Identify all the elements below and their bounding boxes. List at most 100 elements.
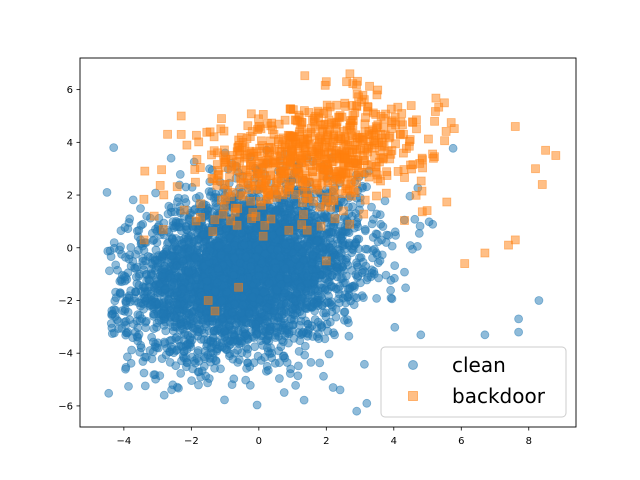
backdoor-point bbox=[192, 154, 202, 164]
backdoor-point bbox=[387, 116, 397, 126]
backdoor-point bbox=[340, 98, 350, 108]
clean-point bbox=[416, 330, 426, 340]
backdoor-point bbox=[347, 175, 357, 185]
clean-point bbox=[196, 372, 206, 382]
backdoor-point bbox=[319, 120, 329, 129]
clean-point bbox=[327, 281, 336, 291]
backdoor-point bbox=[149, 211, 159, 221]
backdoor-point bbox=[321, 256, 331, 266]
clean-point bbox=[344, 331, 354, 341]
clean-point bbox=[176, 368, 186, 378]
backdoor-point bbox=[236, 190, 246, 200]
backdoor-point bbox=[378, 154, 388, 164]
clean-point bbox=[210, 363, 220, 373]
backdoor-point bbox=[316, 221, 326, 231]
clean-point bbox=[310, 272, 320, 282]
clean-point bbox=[330, 330, 340, 340]
clean-point bbox=[124, 381, 133, 391]
clean-point bbox=[336, 233, 346, 243]
backdoor-point bbox=[357, 168, 367, 177]
clean-point bbox=[181, 293, 191, 303]
backdoor-point bbox=[336, 134, 346, 144]
backdoor-point bbox=[210, 215, 220, 225]
backdoor-point bbox=[266, 143, 276, 153]
clean-point bbox=[235, 258, 245, 268]
clean-point bbox=[126, 358, 136, 368]
backdoor-point bbox=[416, 176, 426, 186]
clean-point bbox=[212, 326, 222, 336]
clean-point bbox=[208, 337, 218, 347]
clean-point bbox=[280, 288, 290, 298]
backdoor-point bbox=[283, 135, 293, 145]
x-tick-label: 2 bbox=[323, 436, 329, 447]
clean-point bbox=[319, 371, 328, 381]
backdoor-point bbox=[313, 151, 323, 161]
clean-point bbox=[313, 301, 323, 311]
clean-point bbox=[172, 300, 182, 310]
clean-point bbox=[204, 374, 214, 383]
backdoor-point bbox=[342, 154, 352, 164]
backdoor-point bbox=[359, 209, 369, 219]
backdoor-point bbox=[232, 220, 242, 230]
backdoor-point bbox=[291, 190, 301, 199]
clean-point bbox=[264, 326, 274, 336]
x-tick-label: 0 bbox=[256, 436, 262, 447]
clean-point bbox=[285, 369, 295, 378]
clean-point bbox=[145, 346, 155, 355]
clean-point bbox=[371, 229, 381, 239]
clean-point bbox=[290, 272, 299, 282]
backdoor-point bbox=[272, 192, 281, 202]
backdoor-point bbox=[246, 109, 256, 119]
backdoor-point bbox=[341, 186, 351, 196]
clean-point bbox=[136, 204, 145, 213]
backdoor-point bbox=[430, 116, 440, 126]
clean-point bbox=[125, 315, 135, 325]
clean-point bbox=[149, 235, 159, 245]
clean-point bbox=[349, 241, 359, 251]
clean-point bbox=[160, 284, 170, 294]
backdoor-point bbox=[284, 168, 294, 178]
backdoor-point bbox=[252, 151, 262, 161]
clean-point bbox=[289, 333, 299, 343]
clean-point bbox=[327, 245, 337, 255]
backdoor-point bbox=[306, 127, 316, 137]
backdoor-point bbox=[266, 214, 276, 224]
clean-point bbox=[480, 330, 490, 340]
clean-point bbox=[514, 327, 523, 337]
backdoor-point bbox=[247, 127, 257, 136]
clean-point bbox=[227, 308, 237, 318]
clean-point bbox=[142, 211, 152, 221]
legend-clean-label: clean bbox=[452, 353, 506, 377]
y-tick-label: 2 bbox=[67, 191, 73, 202]
clean-point bbox=[401, 283, 411, 293]
clean-point bbox=[293, 242, 302, 251]
backdoor-point bbox=[157, 165, 167, 175]
clean-point bbox=[308, 332, 318, 341]
clean-point bbox=[280, 325, 290, 335]
backdoor-point bbox=[400, 216, 409, 225]
clean-point bbox=[270, 306, 280, 316]
clean-point bbox=[275, 227, 285, 237]
clean-point bbox=[230, 348, 239, 358]
backdoor-point bbox=[179, 205, 189, 215]
clean-point bbox=[312, 236, 322, 246]
clean-point bbox=[182, 357, 192, 367]
backdoor-point bbox=[460, 259, 470, 269]
backdoor-point bbox=[537, 180, 547, 189]
clean-point bbox=[136, 343, 146, 353]
backdoor-point bbox=[422, 206, 432, 216]
clean-point bbox=[196, 290, 206, 300]
backdoor-point bbox=[262, 119, 272, 128]
backdoor-point bbox=[350, 141, 360, 150]
backdoor-point bbox=[176, 129, 186, 139]
clean-point bbox=[124, 218, 134, 227]
clean-point bbox=[310, 211, 320, 220]
clean-point bbox=[184, 235, 193, 245]
x-tick-label: −2 bbox=[184, 436, 199, 447]
clean-point bbox=[198, 230, 208, 240]
backdoor-point bbox=[376, 111, 386, 121]
clean-point bbox=[400, 267, 409, 277]
clean-point bbox=[116, 226, 126, 236]
backdoor-point bbox=[190, 177, 200, 187]
backdoor-point bbox=[292, 168, 302, 178]
